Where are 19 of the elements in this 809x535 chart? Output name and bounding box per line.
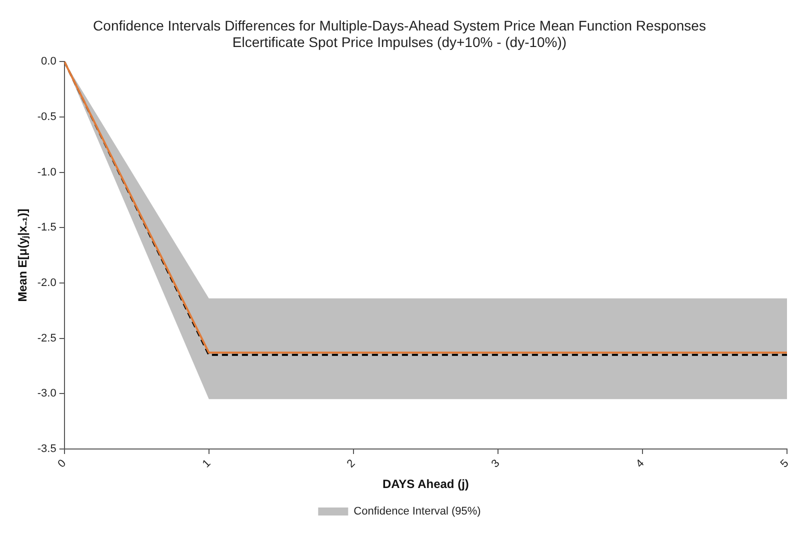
- chart-subtitle: Elcertificate Spot Price Impulses (dy+10% - (dy-10%)): [232, 34, 567, 50]
- y-tick-label: -2.0: [37, 276, 56, 289]
- y-tick-label: -1.5: [37, 222, 56, 234]
- x-tick-label: 4: [634, 457, 647, 470]
- y-tick-label: -0.5: [37, 110, 56, 123]
- y-tick-label: 0.0: [41, 56, 56, 68]
- y-tick-label: -3.5: [37, 442, 56, 455]
- x-tick-label: 3: [489, 457, 502, 470]
- x-tick-label: 1: [200, 457, 214, 470]
- x-tick-label: 0: [56, 457, 69, 470]
- y-tick-label: -3.0: [37, 388, 56, 400]
- x-tick-label: 5: [778, 457, 792, 470]
- legend-label: Confidence Interval (95%): [354, 506, 481, 518]
- y-tick-label: -1.0: [37, 166, 56, 178]
- x-axis-title: DAYS Ahead (j): [382, 477, 469, 492]
- y-axis-title: Mean E[μ(yⱼ|x₋₁)]: [16, 208, 31, 302]
- x-tick-label: 2: [344, 457, 358, 470]
- chart-title: Confidence Intervals Differences for Multiple-Days-Ahead System Price Mean Function Responses: [93, 17, 706, 34]
- y-tick-label: -2.5: [37, 332, 56, 344]
